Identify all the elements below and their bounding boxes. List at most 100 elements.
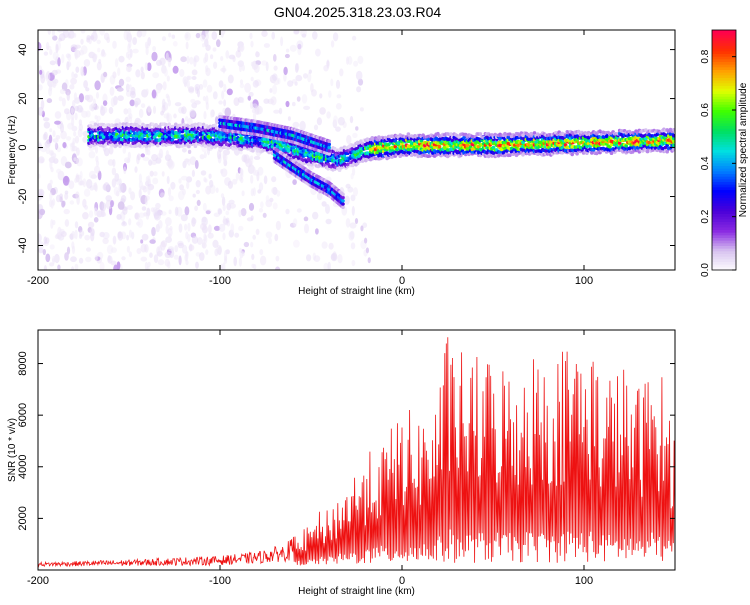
noise-speck xyxy=(232,178,238,185)
noise-speck xyxy=(200,34,206,42)
noise-streak xyxy=(52,82,57,89)
noise-streak xyxy=(238,247,242,253)
noise-speck xyxy=(185,41,189,50)
noise-speck xyxy=(69,84,75,90)
noise-streak xyxy=(144,195,148,206)
noise-speck xyxy=(285,100,290,108)
y-tick-label: 0 xyxy=(17,144,29,150)
noise-speck xyxy=(118,55,125,63)
noise-streak xyxy=(73,131,77,137)
noise-streak xyxy=(127,65,131,72)
colorbar-step xyxy=(712,214,736,218)
colorbar-step xyxy=(712,32,736,36)
ridge-cell xyxy=(88,144,93,149)
noise-streak xyxy=(253,60,257,69)
noise-speck xyxy=(195,32,201,39)
noise-speck xyxy=(65,53,71,59)
noise-speck xyxy=(61,53,65,64)
noise-streak xyxy=(70,107,74,114)
noise-streak xyxy=(147,185,151,196)
noise-speck xyxy=(151,154,158,162)
noise-speck xyxy=(287,80,294,87)
noise-speck xyxy=(82,136,88,143)
upper-branch-cell xyxy=(327,145,332,150)
noise-speck xyxy=(43,117,50,122)
noise-speck xyxy=(130,90,136,99)
noise-speck xyxy=(43,51,49,56)
noise-speck xyxy=(54,253,60,264)
colorbar-step xyxy=(712,54,736,58)
noise-speck xyxy=(49,192,53,201)
noise-speck xyxy=(62,175,70,186)
noise-speck xyxy=(152,46,157,52)
noise-streak xyxy=(127,151,131,160)
noise-streak xyxy=(183,78,187,88)
noise-speck xyxy=(195,180,201,188)
noise-speck xyxy=(227,74,234,84)
noise-speck xyxy=(214,248,219,257)
noise-speck xyxy=(337,254,343,264)
y-tick-label: 40 xyxy=(17,43,29,55)
colorbar-step xyxy=(712,248,736,252)
colorbar-step xyxy=(712,262,736,266)
noise-speck xyxy=(82,212,89,220)
noise-speck xyxy=(349,222,357,229)
noise-speck xyxy=(38,156,45,164)
colorbar-step xyxy=(712,123,736,127)
noise-speck xyxy=(173,254,179,260)
colorbar-tick-label: 0.0 xyxy=(700,263,711,277)
colorbar-step xyxy=(712,30,736,34)
noise-speck xyxy=(43,131,48,140)
noise-streak xyxy=(49,199,53,208)
colorbar-step xyxy=(712,246,736,250)
noise-speck xyxy=(339,68,344,77)
noise-speck xyxy=(348,231,355,241)
noise-speck xyxy=(252,80,259,88)
noise-speck xyxy=(109,86,115,96)
snr-plot-area xyxy=(38,337,675,568)
ridge-cell xyxy=(342,154,347,158)
noise-speck xyxy=(116,87,124,92)
x-tick-label: -100 xyxy=(209,275,231,287)
colorbar-step xyxy=(712,142,736,146)
lower-branch-cell xyxy=(341,205,345,209)
noise-speck xyxy=(80,30,86,34)
noise-streak xyxy=(203,57,207,64)
colorbar-step xyxy=(712,235,736,239)
noise-speck xyxy=(221,196,226,206)
ridge-cell xyxy=(516,143,520,148)
noise-speck xyxy=(67,61,72,68)
noise-speck xyxy=(166,175,170,185)
noise-speck xyxy=(64,252,69,261)
noise-speck xyxy=(150,207,155,213)
ridge-cell xyxy=(671,128,675,132)
colorbar-step xyxy=(712,43,736,47)
noise-streak xyxy=(167,57,171,68)
noise-speck xyxy=(213,225,221,231)
ridge-cell xyxy=(93,122,98,127)
noise-speck xyxy=(89,120,96,125)
noise-speck xyxy=(307,72,312,83)
noise-streak xyxy=(223,258,228,264)
noise-speck xyxy=(351,35,357,41)
noise-speck xyxy=(85,110,91,118)
noise-speck xyxy=(152,177,159,185)
ridge-cell xyxy=(462,135,466,140)
noise-streak xyxy=(52,255,56,265)
noise-speck xyxy=(93,217,99,223)
noise-speck xyxy=(253,155,261,160)
noise-streak xyxy=(241,97,245,104)
colorbar-step xyxy=(712,136,736,140)
noise-speck xyxy=(105,195,112,202)
colorbar-step xyxy=(712,182,736,186)
noise-speck xyxy=(355,70,363,81)
colorbar-step xyxy=(712,107,736,111)
noise-speck xyxy=(97,47,101,53)
noise-speck xyxy=(164,258,170,267)
colorbar-step xyxy=(712,91,736,95)
ridge-cell xyxy=(370,136,375,140)
ridge-cell xyxy=(585,151,589,155)
y-tick-label: 8000 xyxy=(17,351,29,375)
noise-speck xyxy=(149,252,153,258)
noise-speck xyxy=(295,74,303,82)
